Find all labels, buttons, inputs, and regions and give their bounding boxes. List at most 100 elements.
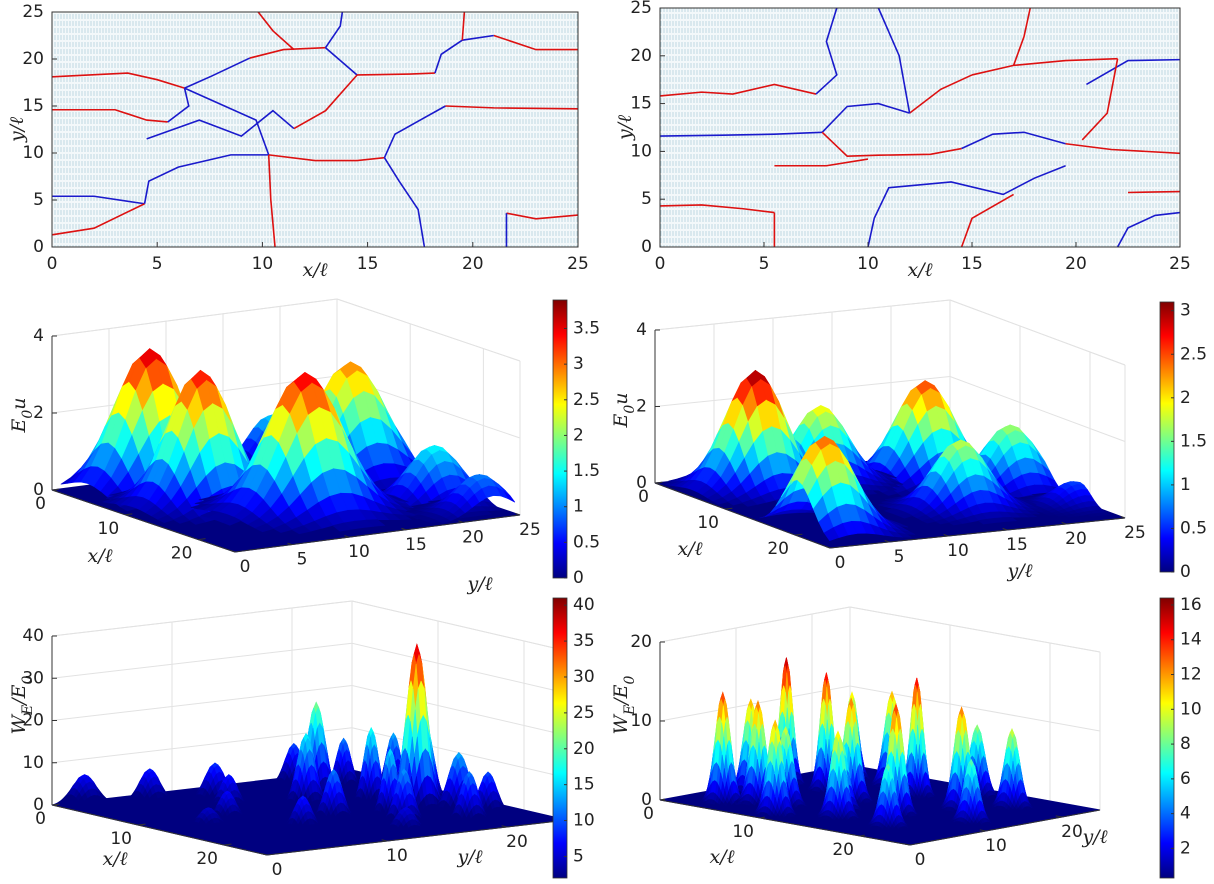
boundary-line xyxy=(268,154,385,162)
boundary-line xyxy=(383,105,446,159)
surface-patch xyxy=(291,525,312,535)
boundary-line xyxy=(1127,190,1181,194)
x-tick xyxy=(125,513,133,516)
colorbar-tick-label: 3 xyxy=(1180,301,1191,321)
box-edge xyxy=(336,298,521,362)
colorbar-tick-label: 1 xyxy=(573,497,584,517)
colorbar-tick-label: 0.5 xyxy=(1180,518,1207,538)
boundary-line xyxy=(324,47,358,76)
x-tick-label: 15 xyxy=(357,254,379,274)
y-tick xyxy=(230,549,236,553)
y-tick-label: 5 xyxy=(894,547,905,567)
colorbar-tick-label: 1.5 xyxy=(1180,431,1207,451)
y-tick-label: 25 xyxy=(1124,523,1146,543)
colorbar-tick-label: 1.5 xyxy=(573,461,600,481)
x-tick-label: 20 xyxy=(171,544,193,564)
boundary-line xyxy=(184,57,251,89)
grid-line xyxy=(51,685,353,721)
x-tick-label: 15 xyxy=(961,254,983,274)
box-edge xyxy=(351,600,568,652)
boundary-line xyxy=(293,74,358,130)
boundary-line xyxy=(257,11,295,51)
boundary-line xyxy=(815,7,838,95)
colorbar-tick-label: 2.5 xyxy=(1180,344,1207,364)
boundary-line xyxy=(1081,58,1119,141)
grid-line xyxy=(949,376,1126,442)
y-tick-label: 15 xyxy=(630,94,652,114)
boundary-line xyxy=(267,154,276,248)
x-axis xyxy=(51,489,236,553)
x-tick-label: 10 xyxy=(98,519,120,539)
y-tick-label: 25 xyxy=(519,520,541,540)
x-tick-label: 0 xyxy=(47,254,58,274)
boundary-line xyxy=(146,109,295,140)
grid-line xyxy=(51,642,353,679)
y-axis-label: y/ℓ xyxy=(466,573,492,595)
y-tick xyxy=(515,512,521,516)
y-tick-label: 20 xyxy=(1065,529,1087,549)
boundary-line xyxy=(167,87,190,123)
boundary-line xyxy=(867,164,1066,248)
x-tick-label: 10 xyxy=(857,254,879,274)
boundary-line xyxy=(51,72,185,89)
x-tick-label: 5 xyxy=(759,254,770,274)
x-tick-label: 25 xyxy=(1169,254,1191,274)
y-tick-label: 15 xyxy=(1006,535,1028,555)
boundary-line xyxy=(143,154,269,204)
box-edge xyxy=(51,600,353,637)
boundary-line xyxy=(445,105,579,110)
y-tick-label: 0 xyxy=(641,237,652,257)
y-axis-label: y/ℓ xyxy=(6,117,28,143)
y-tick xyxy=(401,527,407,531)
boundary-line xyxy=(1086,58,1181,86)
boundary-line xyxy=(909,74,973,114)
boundary-line xyxy=(961,131,1066,150)
y-tick-label: 0 xyxy=(835,553,846,573)
boundary-line xyxy=(184,87,270,156)
boundary-line xyxy=(461,11,466,41)
z-tick-label: 2 xyxy=(33,403,44,423)
boundary-line xyxy=(324,11,344,49)
colorbar-tick-label: 2 xyxy=(573,425,584,445)
x-tick-label: 20 xyxy=(767,539,789,559)
y-tick-label: 10 xyxy=(22,143,44,163)
x-tick-label: 0 xyxy=(35,494,46,514)
z-tick-label: 4 xyxy=(636,320,647,340)
x-tick xyxy=(198,538,206,541)
plot-frame xyxy=(659,7,1181,248)
surface-peak xyxy=(52,774,121,811)
boundary-line xyxy=(434,34,494,74)
x-tick-label: 10 xyxy=(697,513,719,533)
grid-line xyxy=(654,376,951,407)
boundary-line xyxy=(1065,142,1181,155)
plot-frame xyxy=(51,11,579,248)
y-axis xyxy=(234,514,521,553)
x-tick-label: 0 xyxy=(638,487,649,507)
colorbar-tick-label: 0 xyxy=(573,568,584,588)
x-tick-label: 0 xyxy=(655,254,666,274)
surface-peak xyxy=(60,348,256,513)
y-tick-label: 10 xyxy=(348,542,370,562)
z-axis-label: E0u xyxy=(8,397,36,433)
boundary-line xyxy=(821,131,962,157)
y-tick xyxy=(458,520,464,523)
z-axis-label: E0u xyxy=(610,392,638,428)
x-tick-label: 20 xyxy=(462,254,484,274)
y-tick-label: 10 xyxy=(947,541,969,561)
y-tick-label: 15 xyxy=(405,535,427,555)
y-tick-label: 10 xyxy=(630,141,652,161)
y-tick-label: 0 xyxy=(240,557,251,577)
x-tick-label: 5 xyxy=(152,254,163,274)
grid-line xyxy=(351,642,568,694)
x-axis-label: x/ℓ xyxy=(302,259,327,281)
y-axis-label: y/ℓ xyxy=(614,115,636,141)
surface-peak xyxy=(406,474,516,524)
x-tick-label: 25 xyxy=(567,254,589,274)
colorbar-tick-label: 0.5 xyxy=(573,532,600,552)
y-tick-label: 5 xyxy=(297,550,308,570)
plot-background xyxy=(660,8,1180,247)
colorbar-tick-label: 0 xyxy=(1180,562,1191,582)
z-tick-label: 0 xyxy=(33,480,44,500)
x-tick xyxy=(51,488,60,491)
